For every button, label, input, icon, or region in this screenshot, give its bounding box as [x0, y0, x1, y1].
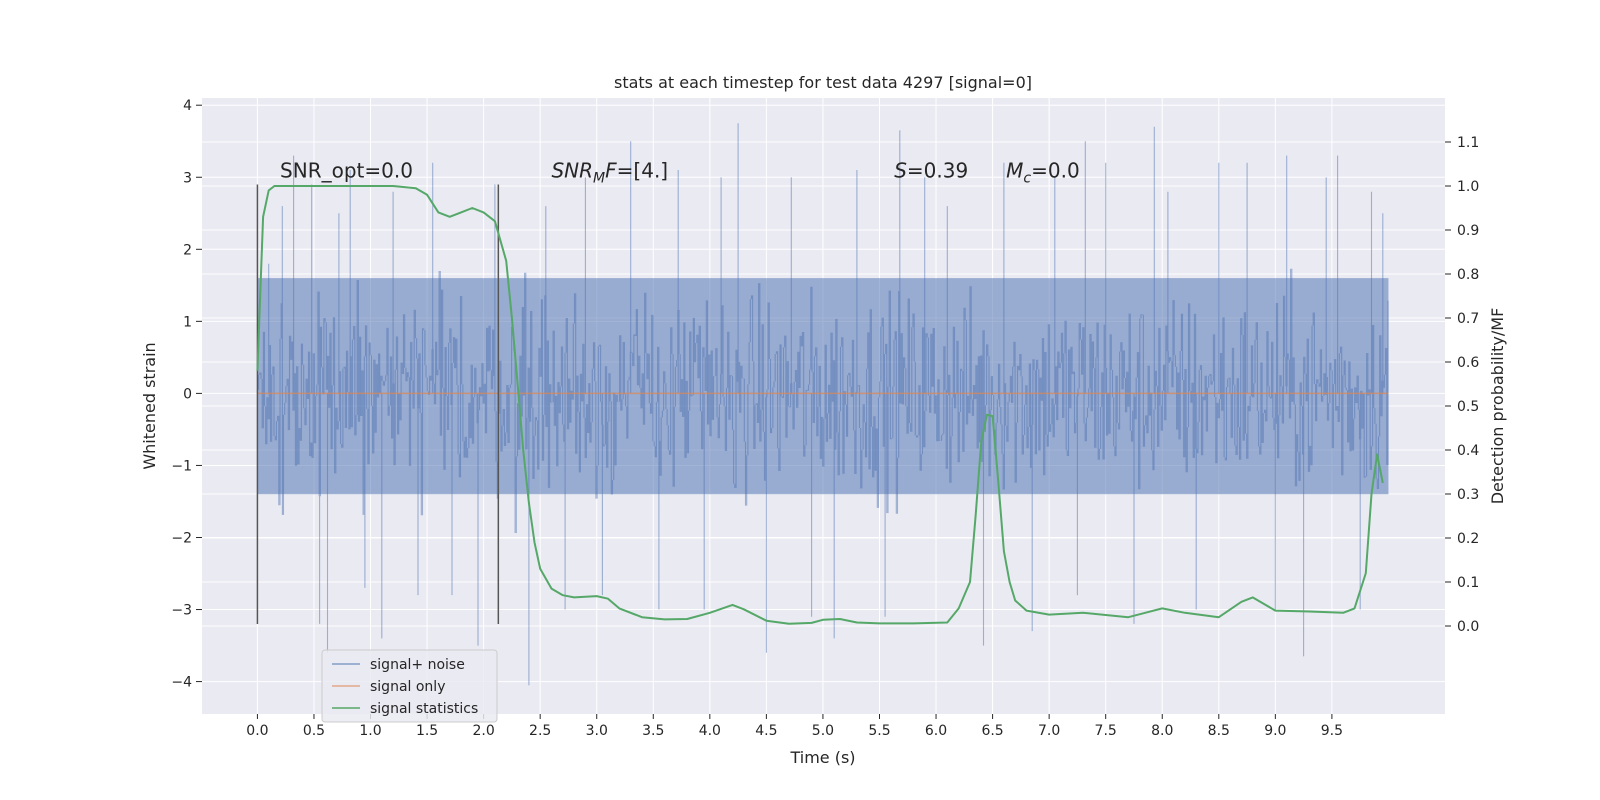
y-tick-label-right: 0.6 [1457, 355, 1479, 371]
x-axis-ticks: 0.0 0.5 1.0 1.5 2.0 2.5 3.0 3.5 4.0 4.5 5.0 5.5 6.0 6… [246, 714, 1343, 739]
y-tick-label-right: 1.1 [1457, 135, 1479, 151]
y-axis-right-ticks: 1.1 1.0 0.9 0.8 0.7 0.6 0.5 0.4 0.3 0.2 0.1 0.0 [1445, 135, 1479, 635]
series-signal-statistics [256, 185, 1384, 625]
annotation-part: M [593, 170, 605, 186]
annotation-part: =[4.] [617, 158, 668, 182]
y-tick-label-left: −4 [171, 675, 192, 691]
annotation-part: =0.0 [1031, 158, 1080, 182]
x-tick-label: 9.0 [1264, 723, 1286, 739]
y-tick-label-right: 0.9 [1457, 223, 1479, 239]
x-tick-label: 6.5 [981, 723, 1003, 739]
x-axis-label: Time (s) [789, 748, 855, 767]
legend-label-signal-noise: signal+ noise [370, 657, 465, 673]
y-tick-label-left: 1 [183, 314, 192, 330]
annotation-part: SNR_opt=0.0 [280, 158, 413, 182]
y-tick-label-right: 0.3 [1457, 487, 1479, 503]
annotation-part: c [1023, 170, 1031, 186]
chart-title: stats at each timestep for test data 429… [614, 73, 1032, 92]
legend-label-signal-only: signal only [370, 679, 445, 695]
annotation-part: F [605, 158, 617, 182]
vertical-markers [256, 184, 500, 624]
annotation-part: S [894, 158, 907, 182]
legend: signal+ noise signal only signal statist… [321, 649, 498, 723]
x-tick-label: 0.5 [303, 723, 325, 739]
x-tick-label: 9.5 [1321, 723, 1343, 739]
annotations: SNR_opt=0.0 SNRMF=[4.] S=0.39 Mc=0.0 [280, 158, 1080, 186]
x-tick-label: 6.0 [925, 723, 947, 739]
x-tick-label: 2.5 [529, 723, 551, 739]
y-axis-left-ticks: 4 3 2 1 0 −1 −2 −3 −4 [171, 98, 202, 691]
x-tick-label: 5.5 [868, 723, 890, 739]
annotation-1: SNRMF=[4.] [551, 158, 668, 186]
legend-label-signal-statistics: signal statistics [370, 701, 478, 717]
y-axis-left-label: Whitened strain [140, 342, 159, 469]
y-tick-label-left: −1 [171, 458, 192, 474]
x-tick-label: 8.5 [1208, 723, 1230, 739]
x-tick-label: 3.5 [642, 723, 664, 739]
y-tick-label-left: 3 [183, 170, 192, 186]
signal-statistics-line [256, 185, 1384, 625]
x-tick-label: 1.0 [359, 723, 381, 739]
y-tick-label-left: 2 [183, 242, 192, 258]
x-tick-label: 5.0 [812, 723, 834, 739]
y-tick-label-right: 0.8 [1457, 267, 1479, 283]
y-tick-label-left: −2 [171, 530, 192, 546]
x-tick-label: 2.0 [472, 723, 494, 739]
x-tick-label: 8.0 [1151, 723, 1173, 739]
y-tick-label-right: 0.4 [1457, 443, 1479, 459]
y-axis-right-label: Detection probability/MF [1488, 308, 1507, 505]
annotation-part: =0.39 [907, 158, 968, 182]
y-tick-label-left: −3 [171, 603, 192, 619]
y-tick-label-right: 0.2 [1457, 531, 1479, 547]
x-tick-label: 4.5 [755, 723, 777, 739]
annotation-0: SNR_opt=0.0 [280, 158, 413, 182]
x-tick-label: 7.5 [1095, 723, 1117, 739]
x-tick-label: 1.5 [416, 723, 438, 739]
annotation-part: M [1006, 158, 1023, 182]
y-tick-label-left: 4 [183, 98, 192, 114]
annotation-3: Mc=0.0 [1006, 158, 1080, 186]
annotation-2: S=0.39 [894, 158, 968, 182]
y-tick-label-left: 0 [183, 386, 192, 402]
annotation-part: SNR [551, 158, 593, 182]
y-tick-label-right: 0.7 [1457, 311, 1479, 327]
y-tick-label-right: 1.0 [1457, 179, 1479, 195]
x-tick-label: 7.0 [1038, 723, 1060, 739]
series-signal-noise [256, 123, 1389, 686]
legend-frame [321, 649, 498, 723]
y-tick-label-right: 0.0 [1457, 619, 1479, 635]
x-tick-label: 4.0 [699, 723, 721, 739]
y-tick-label-right: 0.5 [1457, 399, 1479, 415]
x-tick-label: 3.0 [586, 723, 608, 739]
x-tick-label: 0.0 [246, 723, 268, 739]
y-tick-label-right: 0.1 [1457, 575, 1479, 591]
